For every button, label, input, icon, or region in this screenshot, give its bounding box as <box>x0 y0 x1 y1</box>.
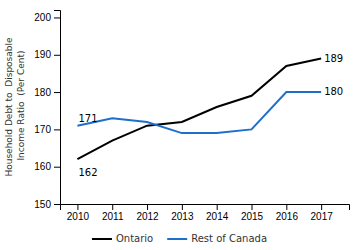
annotation: 162 <box>78 167 97 178</box>
x-tick-label: 2016 <box>276 211 299 222</box>
lines <box>77 59 321 160</box>
y-tick-label: 160 <box>34 161 51 172</box>
y-tick-line <box>54 92 60 93</box>
x-tick: 2011 <box>102 204 124 222</box>
x-tick-line <box>217 204 218 210</box>
x-tick-line <box>321 204 322 210</box>
x-tick-line <box>147 204 148 210</box>
x-tick-line <box>286 204 287 210</box>
legend-label: Rest of Canada <box>191 233 267 244</box>
x-tick: 2013 <box>171 204 194 222</box>
chart: 1501601701801902002010201120122013201420… <box>0 0 359 250</box>
x-tick-line <box>182 204 183 210</box>
legend-item: Ontario <box>92 233 153 244</box>
y-tick-line <box>54 17 60 18</box>
y-tick-line <box>54 55 60 56</box>
series-line <box>77 92 321 133</box>
x-tick-label: 2013 <box>171 211 194 222</box>
x-tick: 2017 <box>311 204 334 222</box>
x-tick: 2014 <box>206 204 229 222</box>
legend: Ontario Rest of Canada <box>92 233 267 244</box>
y-tick-label: 200 <box>34 12 51 23</box>
annotation: 171 <box>78 113 97 124</box>
y-tick: 180 <box>34 87 60 98</box>
y-tick: 170 <box>34 124 60 135</box>
x-tick-label: 2010 <box>67 211 90 222</box>
y-tick-label: 190 <box>34 49 51 60</box>
x-tick-line <box>112 204 113 210</box>
legend-item: Rest of Canada <box>167 233 267 244</box>
x-tick-label: 2017 <box>311 211 334 222</box>
x-tick-label: 2015 <box>241 211 264 222</box>
x-tick-line <box>252 204 253 210</box>
y-tick: 190 <box>34 49 60 60</box>
series-line <box>77 59 321 160</box>
y-axis-title: Household Debt to Disposable Income Rati… <box>4 37 26 177</box>
x-tick: 2012 <box>136 204 159 222</box>
y-axis: 150 160 170 180 190 200 <box>34 11 60 210</box>
x-tick-label: 2014 <box>206 211 229 222</box>
annotation: 180 <box>324 86 343 97</box>
legend-swatch <box>167 238 187 240</box>
y-tick-line <box>54 204 60 205</box>
x-tick-line <box>77 204 78 210</box>
x-tick-label: 2011 <box>102 211 124 222</box>
y-axis-title-line: Household Debt to Disposable <box>4 37 14 177</box>
y-tick-label: 150 <box>34 199 51 210</box>
y-axis-line <box>54 11 61 205</box>
annotations: 162 171 189 180 <box>78 53 343 179</box>
legend-label: Ontario <box>116 233 153 244</box>
plot: 1501601701801902002010201120122013201420… <box>34 11 349 223</box>
y-axis-title-line: Income Ratio (Per Cent) <box>16 51 26 164</box>
annotation: 189 <box>324 53 343 64</box>
x-tick: 2010 <box>67 204 90 222</box>
x-axis: 2010 2011 2012 2013 2014 2015 2016 2017 <box>61 204 350 222</box>
x-axis-line <box>61 205 350 211</box>
legend-swatch <box>92 238 112 240</box>
y-tick: 200 <box>34 12 60 23</box>
x-tick: 2015 <box>241 204 264 222</box>
x-tick-label: 2012 <box>136 211 159 222</box>
y-tick: 160 <box>34 161 60 172</box>
y-tick-label: 170 <box>34 124 51 135</box>
y-tick-label: 180 <box>34 87 51 98</box>
y-tick: 150 <box>34 199 60 210</box>
y-tick-line <box>54 167 60 168</box>
x-tick: 2016 <box>276 204 299 222</box>
y-tick-line <box>54 129 60 130</box>
